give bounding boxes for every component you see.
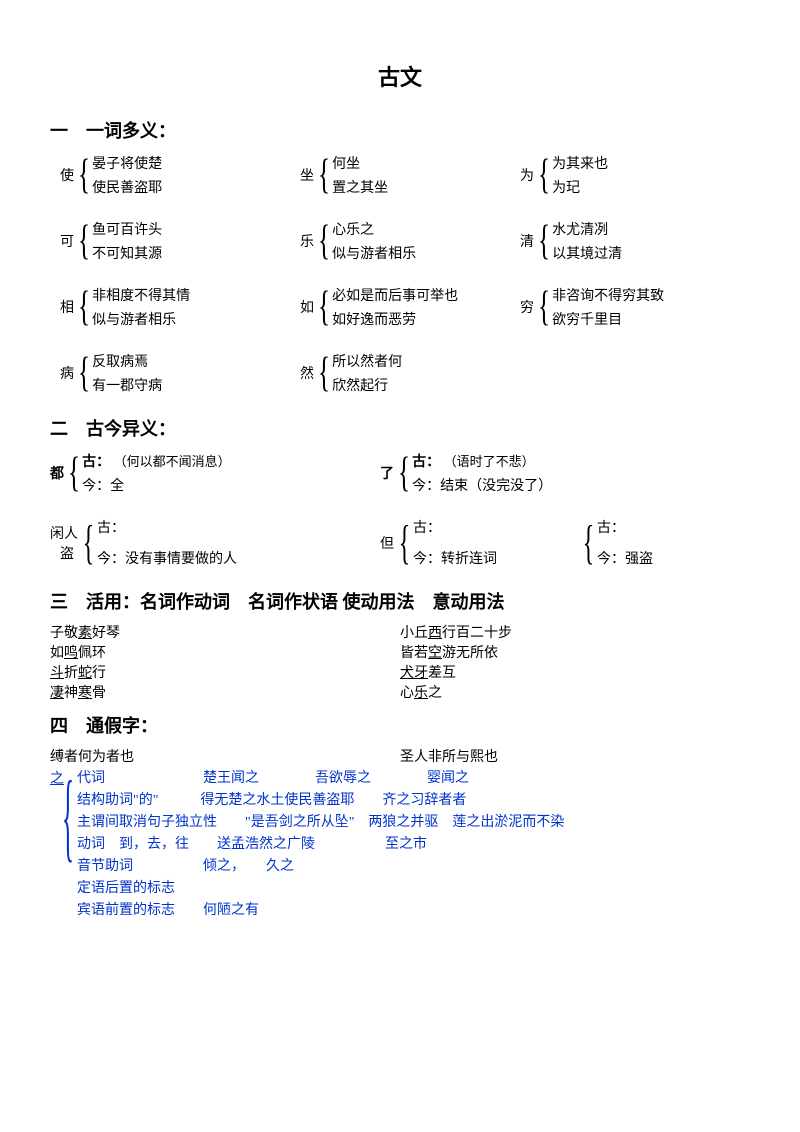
s2r1c2-label: 了 [380,463,394,483]
page-title: 古文 [50,60,750,92]
s1r4c1-label: 病 [60,363,74,383]
s2r2c3-gu: 古： [597,515,653,539]
s1r3c1-a: 非相度不得其情 [92,283,190,307]
s1r4c1-a: 反取病焉 [92,349,162,373]
section4-head: 四 通假字： [50,712,750,738]
s2r2c1-jin: 没有事情要做的人 [125,552,237,567]
s4l1-right: 圣人非所与熙也 [400,746,750,766]
s3r2: 皆若空游无所依 [400,642,750,662]
s2r1c2-jin-lbl: 今： [412,479,440,494]
s2r1c1-gu: 古： [82,455,110,470]
s2r2c1-sub: 盗 [60,543,78,563]
s2r1c2-gu: 古： [412,455,440,470]
s4l1-left: 缚者何为者也 [50,746,400,766]
s1r3c2-b: 如好逸而恶劳 [332,307,458,331]
s3r1: 小丘西行百二十步 [400,622,750,642]
s3l4: 凄神寒骨 [50,682,400,702]
s3l2: 如鸣佩环 [50,642,400,662]
s3l1: 子敬素好琴 [50,622,400,642]
s1r4c2-b: 欣然起行 [332,373,402,397]
s2r2c2-label: 但 [380,533,394,553]
s2r1c2-note: （语时了不悲） [450,454,535,469]
s1r2c2-b: 似与游者相乐 [332,241,416,265]
s1r3c1-b: 似与游者相乐 [92,307,190,331]
zhi-1: 代词 楚王闻之 吾欲辱之 婴闻之 [77,766,564,788]
s2r1c1-label: 都 [50,463,64,483]
s1r1c3-b: 为玘 [552,175,608,199]
sec3-content: 子敬素好琴 如鸣佩环 斗折蛇行 凄神寒骨 小丘西行百二十步 皆若空游无所依 犬牙… [50,622,750,702]
s2r1c1-note: （何以都不闻消息） [120,454,231,469]
s1r4c2-label: 然 [300,363,314,383]
sec1-row1: 使 { 晏子将使楚 使民善盗耶 坐 { 何坐 置之其坐 为 { 为其来也 为玘 [50,151,750,199]
s2r2c1-label: 闲人 [50,523,78,543]
s2r2c1-jin-lbl: 今： [97,552,125,567]
s1r2c3-b: 以其境过清 [552,241,622,265]
s1r2c1-a: 鱼可百许头 [92,217,162,241]
s1r1c1-label: 使 [60,165,74,185]
s1r1c3-label: 为 [520,165,534,185]
zhi-6: 定语后置的标志 [77,876,564,898]
s1r4c1-b: 有一郡守病 [92,373,162,397]
s2r2c1-gu: 古： [97,515,237,539]
zhi-3: 主谓间取消句子独立性 "是吾剑之所从坠" 两狼之并驱 莲之出淤泥而不染 [77,810,564,832]
s1r1c2-label: 坐 [300,165,314,185]
s1r1c2-b: 置之其坐 [332,175,388,199]
zhi-5: 音节助词 倾之， 久之 [77,854,564,876]
s1r1c1-b: 使民善盗耶 [92,175,162,199]
sec1-row2: 可 { 鱼可百许头 不可知其源 乐 { 心乐之 似与游者相乐 清 { 水尤清冽 … [50,217,750,265]
s1r4c2-a: 所以然者何 [332,349,402,373]
section3-head: 三 活用：名词作动词 名词作状语 使动用法 意动用法 [50,588,750,614]
s2r2c2-gu: 古： [413,515,497,539]
s2r1c1-jin-lbl: 今： [82,479,110,494]
s3l3: 斗折蛇行 [50,662,400,682]
zhi-block: 之 { 代词 楚王闻之 吾欲辱之 婴闻之 结构助词"的" 得无楚之水土使民善盗耶… [50,766,750,920]
s2r2c2-jin-lbl: 今： [413,552,441,567]
s1r2c1-b: 不可知其源 [92,241,162,265]
s1r1c3-a: 为其来也 [552,151,608,175]
s2r2c3-jin: 强盗 [625,552,653,567]
s1r3c2-a: 必如是而后事可举也 [332,283,458,307]
s1r2c3-label: 清 [520,231,534,251]
zhi-4: 动词 到，去，往 送孟浩然之广陵 至之市 [77,832,564,854]
s2r2c3-jin-lbl: 今： [597,552,625,567]
s1r2c1-label: 可 [60,231,74,251]
sec2-row1: 都 { 古：（何以都不闻消息） 今：全 了 { 古：（语时了不悲） 今：结束（没… [50,449,750,497]
s1r2c3-a: 水尤清冽 [552,217,622,241]
s2r1c1-jin: 全 [110,479,124,494]
s1r2c2-a: 心乐之 [332,217,416,241]
s1r2c2-label: 乐 [300,231,314,251]
sec1-row4: 病 { 反取病焉 有一郡守病 然 { 所以然者何 欣然起行 [50,349,750,397]
s1r3c3-label: 穷 [520,297,534,317]
s1r1c2-a: 何坐 [332,151,388,175]
s1r3c3-b: 欲穷千里目 [552,307,664,331]
section1-head: 一 一词多义： [50,117,750,143]
section2-head: 二 古今异义： [50,415,750,441]
s1r3c1-label: 相 [60,297,74,317]
s1r1c1-a: 晏子将使楚 [92,151,162,175]
sec4-line1: 缚者何为者也 圣人非所与熙也 [50,746,750,766]
zhi-2: 结构助词"的" 得无楚之水土使民善盗耶 齐之习辞者者 [77,788,564,810]
s2r1c2-jin: 结束（没完没了） [440,479,552,494]
zhi-7: 宾语前置的标志 何陋之有 [77,898,564,920]
s2r2c2-jin: 转折连词 [441,552,497,567]
sec1-row3: 相 { 非相度不得其情 似与游者相乐 如 { 必如是而后事可举也 如好逸而恶劳 … [50,283,750,331]
s3r4: 心乐之 [400,682,750,702]
s1r3c2-label: 如 [300,297,314,317]
s1r3c3-a: 非咨询不得穷其致 [552,283,664,307]
s3r3: 犬牙差互 [400,662,750,682]
sec2-row2: 闲人 盗 { 古： 今：没有事情要做的人 但 { 古： 今：转折连词 { 古： … [50,515,750,570]
